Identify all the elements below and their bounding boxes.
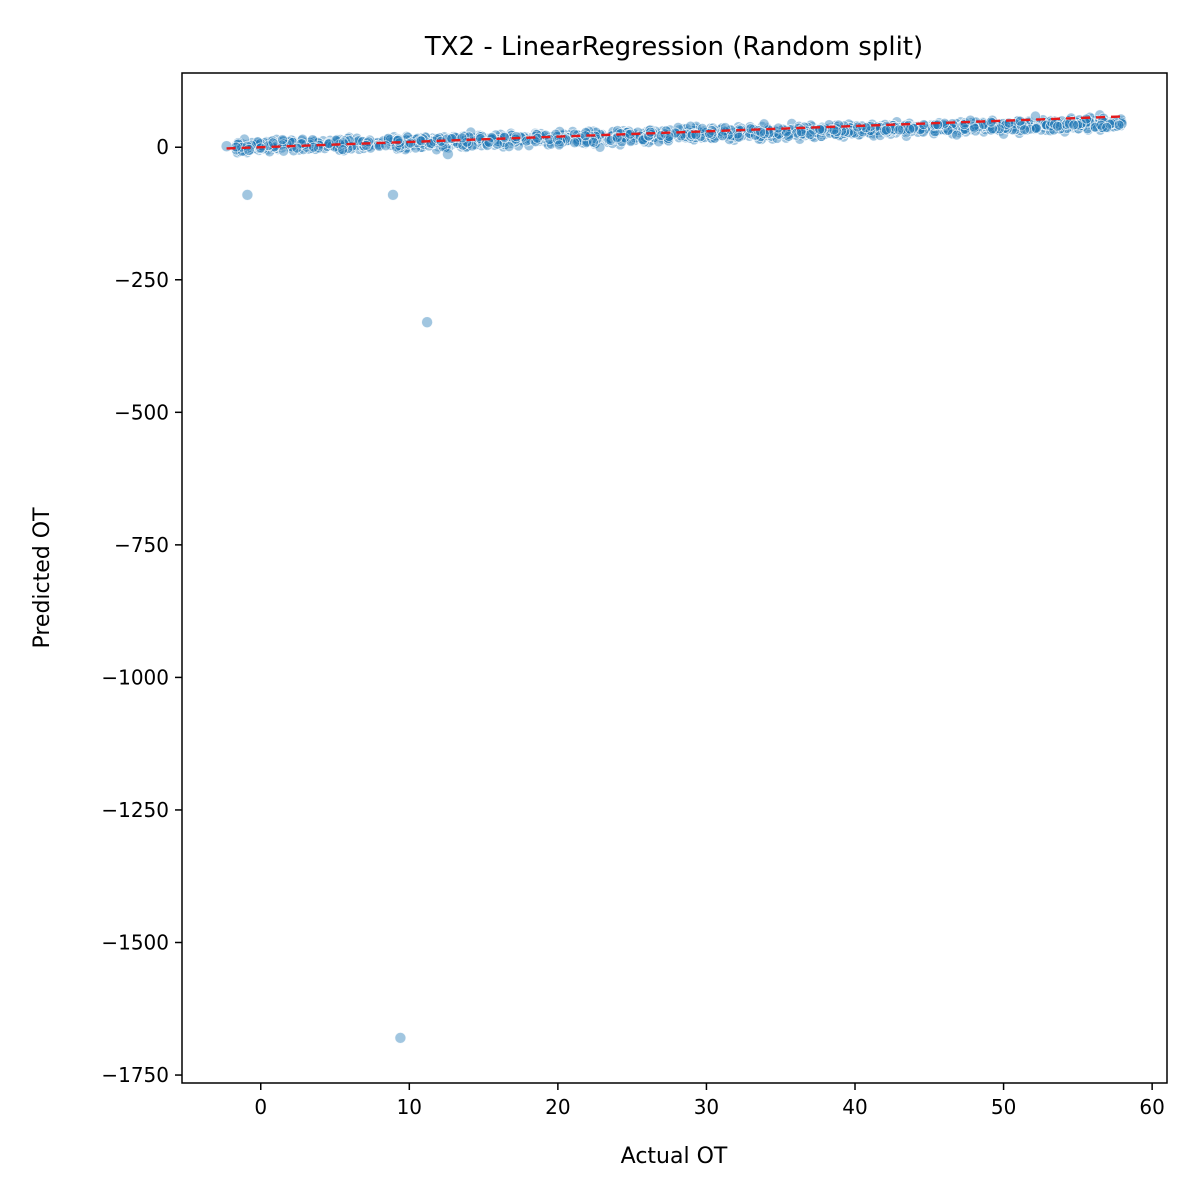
scatter-point: [553, 139, 565, 151]
scatter-point: [1113, 119, 1125, 131]
outlier-point: [243, 144, 255, 156]
y-tick-label: −1250: [101, 798, 169, 822]
x-tick-label: 20: [545, 1095, 570, 1119]
scatter-point: [1104, 118, 1116, 130]
outlier-point: [394, 1032, 407, 1044]
scatter-point: [985, 124, 997, 136]
scatter-point: [1052, 120, 1063, 132]
scatter-point: [842, 127, 854, 138]
scatter-point: [1014, 115, 1026, 127]
scatter-point: [510, 131, 522, 143]
scatter-point: [1054, 120, 1066, 132]
plot-frame: [181, 72, 1168, 1084]
scatter-point: [831, 126, 843, 137]
scatter-point: [1000, 119, 1012, 131]
scatter-point: [1101, 122, 1113, 133]
y-tick-label: −500: [114, 400, 169, 424]
outlier-point: [220, 140, 233, 153]
x-tick-label: 40: [842, 1095, 867, 1119]
scatter-point: [637, 134, 649, 145]
scatter-point: [297, 133, 308, 145]
scatter-point: [1019, 124, 1030, 136]
scatter-point: [987, 123, 998, 135]
outlier-point: [241, 189, 254, 201]
scatter-point: [860, 122, 872, 134]
y-tick-label: −1000: [101, 665, 169, 689]
scatter-point: [717, 130, 728, 142]
x-axis-label: Actual OT: [621, 1144, 728, 1169]
scatter-point: [308, 141, 319, 153]
x-tick-label: 60: [1139, 1095, 1164, 1119]
scatter-point: [337, 144, 348, 155]
scatter-point: [1095, 119, 1107, 131]
x-tick-label: 10: [397, 1095, 422, 1119]
scatter-point: [456, 132, 468, 144]
scatter-point: [503, 141, 515, 152]
scatter-point: [605, 135, 617, 146]
scatter-point: [932, 119, 944, 131]
scatter-point: [588, 136, 599, 148]
chart-title: TX2 - LinearRegression (Random split): [424, 32, 923, 62]
scatter-point: [965, 114, 976, 126]
y-tick-label: 0: [156, 135, 169, 159]
scatter-point: [1072, 119, 1083, 131]
scatter-point: [904, 123, 916, 135]
outlier-point: [421, 316, 433, 329]
scatter-point: [653, 136, 665, 148]
outlier-point: [387, 189, 399, 201]
scatter-point: [360, 140, 372, 151]
y-tick-label: −250: [114, 268, 169, 292]
y-axis: 0 −250 −500 −750 −1000 −1250 −1500 −1750: [101, 135, 182, 1087]
scatter-point: [908, 123, 919, 134]
scatter-point: [942, 124, 954, 136]
x-tick-label: 30: [694, 1095, 719, 1119]
scatter-point: [446, 133, 458, 144]
y-tick-label: −1500: [101, 931, 169, 955]
scatter-point: [291, 142, 303, 154]
x-axis: 0 10 20 30 40 50 60: [254, 1083, 1165, 1119]
scatter-point: [951, 129, 963, 141]
scatter-point: [1068, 119, 1080, 131]
scatter-point: [278, 145, 289, 157]
scatter-point: [804, 129, 816, 140]
x-tick-label: 0: [254, 1095, 267, 1119]
plot-area: [220, 109, 1128, 1044]
x-tick-label: 50: [991, 1095, 1016, 1119]
scatter-point: [230, 141, 242, 153]
scatter-point: [893, 124, 905, 136]
scatter-point: [569, 137, 580, 149]
y-axis-label: Predicted OT: [30, 507, 55, 649]
scatter-point: [582, 136, 593, 148]
y-tick-label: −1750: [101, 1063, 169, 1087]
outlier-point: [442, 148, 454, 160]
scatter-point: [733, 131, 745, 143]
scatter-point: [277, 134, 288, 145]
y-tick-label: −750: [114, 533, 169, 557]
scatter-point: [1030, 123, 1042, 134]
scatter-point: [814, 124, 826, 135]
scatter-point: [881, 124, 892, 136]
